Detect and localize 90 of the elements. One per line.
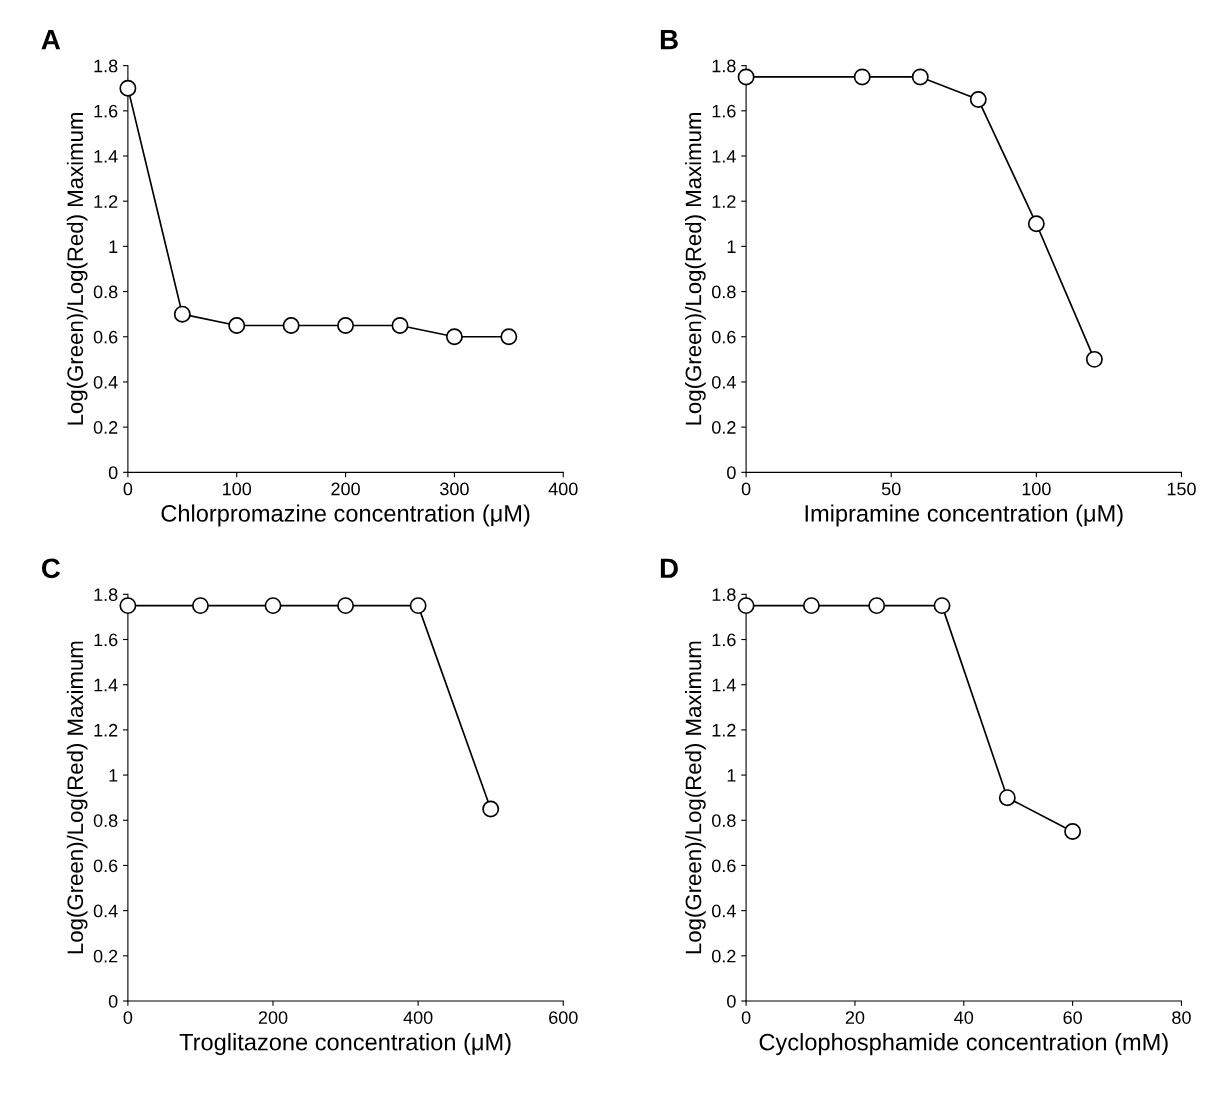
x-tick-label: 600 <box>549 1011 578 1024</box>
y-tick-label: 0.4 <box>711 375 736 389</box>
point <box>911 68 929 86</box>
y-tick-label: 0.4 <box>93 904 118 918</box>
y-tick-label: 0 <box>727 994 736 1008</box>
y-tick-label: 0 <box>727 466 736 480</box>
y-tick-label: 0.6 <box>93 859 118 873</box>
x-axis-title: Cyclophosphamide concentration (mM) <box>759 1033 1168 1056</box>
point <box>933 597 951 615</box>
chart-title: C <box>41 558 61 579</box>
y-tick-label: 1.8 <box>94 59 118 73</box>
y-tick-label: 0.4 <box>93 375 118 389</box>
x-tick-label: 40 <box>954 1011 974 1024</box>
x-axis-title: Troglitazone concentration (μM) <box>179 1033 511 1056</box>
y-tick-label: 0.6 <box>93 330 118 344</box>
point <box>500 328 518 346</box>
y-tick-label: 1.6 <box>94 633 118 647</box>
point <box>391 316 409 334</box>
chart-title: B <box>660 30 678 50</box>
point <box>802 597 820 615</box>
x-tick-label: 400 <box>403 1011 433 1024</box>
point <box>282 316 300 334</box>
y-tick-label: 0.6 <box>711 859 736 873</box>
y-tick-label: 0 <box>108 994 118 1008</box>
x-tick-label: 50 <box>881 482 901 496</box>
y-tick-label: 1.2 <box>712 723 736 737</box>
y-tick-label: 1.4 <box>712 678 736 692</box>
y-axis-title: Log(Green)/Log(Red) Maximum <box>66 112 88 425</box>
point <box>119 79 137 97</box>
y-tick-label: 1.8 <box>712 59 736 73</box>
x-tick-label: 200 <box>258 1011 288 1024</box>
x-tick-label: 60 <box>1063 1011 1082 1024</box>
x-tick-label: 20 <box>845 1011 865 1024</box>
point <box>173 305 191 323</box>
chart-title: A <box>41 30 61 50</box>
x-tick-label: 0 <box>123 482 133 496</box>
x-tick-label: 80 <box>1172 1011 1191 1024</box>
x-tick-label: 200 <box>331 482 360 496</box>
y-tick-label: 1.2 <box>94 723 118 737</box>
point <box>998 789 1016 807</box>
y-tick-label: 0.6 <box>711 330 736 344</box>
y-tick-label: 0.2 <box>711 421 736 434</box>
y-tick-label: 1.2 <box>712 195 736 208</box>
y-tick-label: 1.4 <box>94 678 118 692</box>
y-tick-label: 1 <box>727 240 736 253</box>
y-tick-label: 1.4 <box>712 150 736 163</box>
point <box>1027 215 1045 233</box>
x-tick-label: 0 <box>123 1011 133 1024</box>
y-tick-label: 1.8 <box>712 588 736 602</box>
point <box>969 91 987 109</box>
x-tick-label: 300 <box>440 482 469 496</box>
y-tick-label: 0.4 <box>711 904 736 918</box>
y-tick-label: 0.2 <box>711 949 736 963</box>
y-axis-title: Log(Green)/Log(Red) Maximum <box>685 112 706 425</box>
y-tick-label: 1.2 <box>94 195 118 208</box>
y-tick-label: 1 <box>109 769 118 782</box>
point <box>1085 350 1103 368</box>
x-tick-label: 0 <box>741 482 751 496</box>
x-tick-label: 0 <box>741 1011 751 1024</box>
y-tick-label: 0.8 <box>93 285 118 299</box>
point <box>445 328 463 346</box>
y-tick-label: 0.8 <box>711 814 736 827</box>
x-tick-label: 150 <box>1167 482 1196 496</box>
point <box>737 68 755 86</box>
y-tick-label: 0 <box>108 466 118 480</box>
y-tick-label: 1.6 <box>94 104 118 118</box>
point <box>228 316 246 334</box>
point <box>737 597 755 615</box>
y-tick-label: 0.8 <box>711 285 736 299</box>
y-tick-label: 1 <box>109 240 118 253</box>
point <box>1064 823 1082 841</box>
x-tick-label: 400 <box>548 482 578 496</box>
x-axis-title: Imipramine concentration (μM) <box>805 504 1123 527</box>
y-tick-label: 1 <box>727 769 736 782</box>
y-axis-title: Log(Green)/Log(Red) Maximum <box>66 641 88 954</box>
y-tick-label: 1.8 <box>94 588 118 602</box>
x-tick-label: 100 <box>223 482 252 496</box>
x-tick-label: 100 <box>1022 482 1051 496</box>
chart-title: D <box>660 558 678 578</box>
y-tick-label: 0.2 <box>93 421 118 434</box>
point <box>868 597 886 615</box>
y-tick-label: 1.6 <box>712 633 736 647</box>
y-tick-label: 1.4 <box>94 150 118 163</box>
point <box>853 68 871 86</box>
y-tick-label: 0.8 <box>93 814 118 827</box>
y-axis-title: Log(Green)/Log(Red) Maximum <box>685 641 706 954</box>
x-axis-title: Chlorpromazine concentration (μM) <box>161 504 530 527</box>
y-tick-label: 0.2 <box>93 949 118 963</box>
y-tick-label: 1.6 <box>712 104 736 118</box>
point <box>337 316 355 334</box>
